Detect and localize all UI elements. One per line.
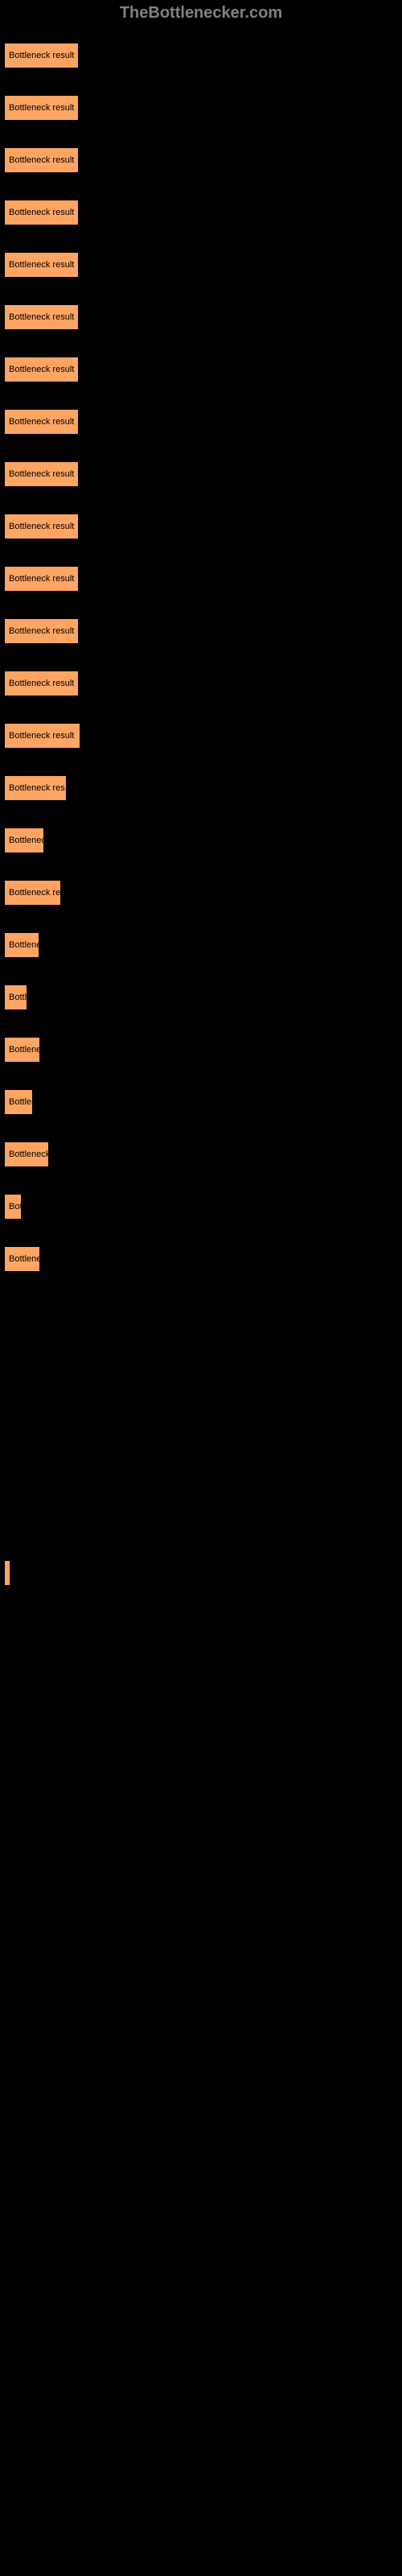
bar: Bottlene — [4, 1037, 40, 1063]
bar-row: Bottleneck res — [4, 775, 398, 801]
bar-row: Bottleneck result — [4, 671, 398, 696]
bar-row: Bottleneck result — [4, 357, 398, 382]
bar-row — [4, 1717, 398, 1743]
bar: Bottleneck result — [4, 566, 79, 592]
bar-chart: Bottleneck result Bottleneck result Bottle… — [0, 27, 402, 2518]
bar-row: Bottlene — [4, 932, 398, 958]
bar-row — [4, 1769, 398, 1795]
bar-row — [4, 1508, 398, 1534]
bar-row: Bottleneck result — [4, 409, 398, 435]
bar — [4, 1560, 10, 1586]
bar-row — [4, 2345, 398, 2371]
bar: Bottler — [4, 1089, 33, 1115]
bar-row: Bottlene — [4, 1037, 398, 1063]
bar-row — [4, 1612, 398, 1638]
bar-row — [4, 1560, 398, 1586]
bar-row: Bottleneck result — [4, 618, 398, 644]
bar-row — [4, 1298, 398, 1324]
bar-row: Bottleneck result — [4, 200, 398, 225]
bar: Bottlene — [4, 932, 39, 958]
bar-row: Bot — [4, 1194, 398, 1220]
bar-row — [4, 2031, 398, 2057]
bar: Bottleneck re — [4, 880, 61, 906]
bar: Bottleneck result — [4, 43, 79, 68]
bar: Bot — [4, 1194, 22, 1220]
bar-row: Bottleneck result — [4, 147, 398, 173]
bar: Bottleneck result — [4, 200, 79, 225]
bar: Bottleneck result — [4, 409, 79, 435]
bar-row — [4, 2397, 398, 2423]
bar: Bottlene — [4, 1246, 40, 1272]
bar-row — [4, 1351, 398, 1377]
bar-row: Bottleneck result — [4, 514, 398, 539]
bar-row — [4, 1665, 398, 1690]
bar-row: Bottleneck re — [4, 880, 398, 906]
bar: Bottl — [4, 985, 27, 1010]
bar-row: Bottleneck result — [4, 43, 398, 68]
bar: Bottleneck result — [4, 671, 79, 696]
bar: Bottleneck result — [4, 514, 79, 539]
bar-row — [4, 1403, 398, 1429]
bar: Bottleneck result — [4, 147, 79, 173]
bar: Bottleneck result — [4, 304, 79, 330]
bar: Bottleneck result — [4, 357, 79, 382]
bar: Bottlenec — [4, 828, 44, 853]
bar-row: Bottleneck result — [4, 304, 398, 330]
bar-row — [4, 2136, 398, 2161]
bar: Bottleneck result — [4, 252, 79, 278]
bar-row: Bottleneck result — [4, 566, 398, 592]
bar: Bottleneck result — [4, 723, 80, 749]
site-header: TheBottlenecker.com — [0, 0, 402, 27]
bar-row: Bottl — [4, 985, 398, 1010]
bar-row: Bottleneck result — [4, 252, 398, 278]
bar-row: Bottlenec — [4, 828, 398, 853]
bar: Bottleneck result — [4, 461, 79, 487]
bar-row — [4, 1822, 398, 1847]
bar-row — [4, 2188, 398, 2214]
bar-row: Bottleneck — [4, 1141, 398, 1167]
bar: Bottleneck result — [4, 95, 79, 121]
bar-row — [4, 2083, 398, 2109]
bar-row — [4, 1455, 398, 1481]
bar-row: Bottleneck result — [4, 461, 398, 487]
bar-row: Bottleneck result — [4, 95, 398, 121]
bar-row — [4, 2240, 398, 2266]
bar: Bottleneck — [4, 1141, 49, 1167]
bar-row — [4, 2293, 398, 2318]
bar-row — [4, 1979, 398, 2004]
bar: Bottleneck res — [4, 775, 67, 801]
bar-row — [4, 1926, 398, 1952]
bar-row: Bottlene — [4, 1246, 398, 1272]
bar-row: Bottler — [4, 1089, 398, 1115]
bar-row: Bottleneck result — [4, 723, 398, 749]
bar-row — [4, 2450, 398, 2475]
bar: Bottleneck result — [4, 618, 79, 644]
bar-row — [4, 1874, 398, 1900]
